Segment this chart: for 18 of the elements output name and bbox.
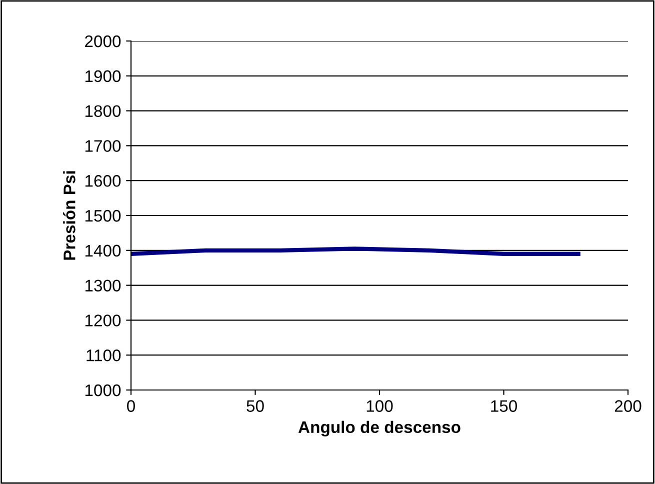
x-tick-label: 200 (614, 400, 642, 412)
y-tick-label: 1600 (85, 175, 121, 187)
x-tick-label: 50 (246, 400, 264, 412)
y-tick-label: 2000 (85, 35, 121, 48)
y-tick-label: 1500 (85, 210, 121, 222)
y-tick-label: 1300 (85, 280, 121, 292)
y-tick-label: 1100 (86, 350, 121, 362)
y-tick-label: 1400 (85, 244, 121, 257)
y-tick-label: 1000 (85, 384, 121, 396)
y-tick-label: 1900 (85, 70, 121, 82)
x-tick-label: 100 (366, 400, 393, 412)
y-tick-label: 1800 (85, 105, 121, 118)
y-tick-label: 1700 (85, 140, 121, 152)
x-tick-label: 150 (491, 400, 518, 412)
y-axis-title: Presión Psi (62, 171, 76, 260)
x-axis-title: Angulo de descenso (298, 420, 460, 436)
y-tick-label: 1200 (85, 314, 121, 326)
x-tick-label: 0 (127, 400, 135, 412)
